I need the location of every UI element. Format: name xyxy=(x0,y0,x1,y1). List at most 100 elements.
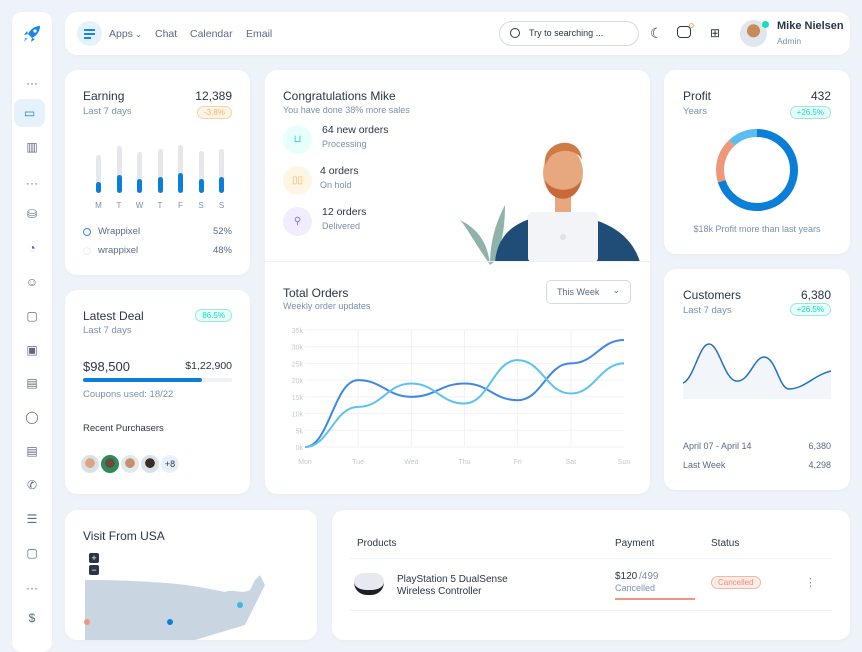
more-purchasers[interactable]: +8 xyxy=(159,453,181,475)
wallet-icon[interactable]: ▣ xyxy=(26,343,38,357)
profit-value: 432 xyxy=(810,89,831,103)
deal-subtitle: Last 7 days xyxy=(83,325,132,336)
customers-row-value: 4,298 xyxy=(808,460,831,470)
nav-chat[interactable]: Chat xyxy=(155,28,178,40)
x-tick-label: Mon xyxy=(298,459,312,466)
purchaser-avatar[interactable] xyxy=(139,453,161,475)
note-icon[interactable]: ▤ xyxy=(26,444,38,458)
map-zoom-in-button[interactable]: + xyxy=(89,553,99,563)
bar-fill[interactable] xyxy=(198,178,204,193)
week-filter-select[interactable]: This Week ⌄ xyxy=(546,280,631,304)
order-summary-status: Delivered xyxy=(322,221,361,231)
y-tick-label: 30k xyxy=(292,345,304,352)
order-summary-status: Processing xyxy=(322,139,367,149)
apps-grid-icon[interactable]: ⊞ xyxy=(710,26,721,40)
profit-caption: $18k Profit more than last years xyxy=(693,224,821,234)
orders-title: Total Orders xyxy=(283,286,349,300)
bar-fill[interactable] xyxy=(96,182,101,193)
congrats-subtitle: You have done 38% more sales xyxy=(283,105,410,115)
bar-fill[interactable] xyxy=(116,174,122,193)
nav-apps-label: Apps xyxy=(109,28,133,40)
legend-label: wrappixel xyxy=(98,245,139,256)
x-tick-label: Tue xyxy=(352,459,364,466)
monitor-icon[interactable]: ▭ xyxy=(14,99,45,127)
table-row: PlayStation 5 DualSense Wireless Control… xyxy=(332,559,850,611)
customers-row-label: Last Week xyxy=(683,460,726,470)
deal-title: Latest Deal xyxy=(83,309,144,323)
x-tick-label: Fri xyxy=(514,459,523,466)
more-options-icon[interactable]: ⋮ xyxy=(805,577,816,589)
profit-card: Profit Years 432 +26.5% $18k Profit more… xyxy=(664,70,850,254)
x-tick-label: Sat xyxy=(566,459,577,466)
y-tick-label: 25k xyxy=(292,361,304,368)
nav-email[interactable]: Email xyxy=(246,28,273,40)
search-input[interactable]: Try to searching ... xyxy=(499,21,639,46)
purchaser-avatar[interactable] xyxy=(79,453,101,475)
product-name-line2: Wireless Controller xyxy=(397,586,482,597)
deal-progress-bar xyxy=(83,378,232,382)
usa-map[interactable] xyxy=(65,510,317,640)
legend-value: 48% xyxy=(212,245,232,256)
donut-segment[interactable] xyxy=(716,129,798,211)
earning-value: 12,389 xyxy=(195,89,232,103)
day-label: S xyxy=(218,201,225,210)
product-name[interactable]: PlayStation 5 DualSense xyxy=(397,574,508,585)
y-tick-label: 35k xyxy=(292,328,304,335)
rocket-logo-icon[interactable] xyxy=(22,24,42,44)
day-label: F xyxy=(178,201,183,210)
map-zoom-out-button[interactable]: − xyxy=(89,565,99,575)
total-orders-line-chart: 0k 5k 10k 15k 20k 25k 30k 35k Mon Tue Wed Thu Fri Sat… xyxy=(292,328,631,466)
user-name: Mike Nielsen xyxy=(777,20,844,32)
search-icon xyxy=(510,28,520,38)
menu-toggle-button[interactable] xyxy=(77,21,102,46)
col-header-payment: Payment xyxy=(615,538,655,549)
dots-icon: ··· xyxy=(26,176,38,190)
pie-icon[interactable]: ◔ xyxy=(28,241,36,255)
day-label: T xyxy=(157,201,163,210)
nav-apps[interactable]: Apps ⌄ xyxy=(109,28,142,40)
products-card: Products Payment Status PlayStation 5 Du… xyxy=(332,510,850,640)
week-filter-value: This Week xyxy=(557,287,600,297)
congrats-title: Congratulations Mike xyxy=(283,89,396,103)
series-line-1[interactable] xyxy=(304,339,625,448)
payment-total: /499 xyxy=(639,571,659,582)
dollar-icon[interactable]: $ xyxy=(28,611,36,625)
moon-icon[interactable]: ☾ xyxy=(650,25,663,41)
y-tick-label: 15k xyxy=(292,395,304,402)
purchaser-avatar[interactable] xyxy=(119,453,141,475)
online-status-dot xyxy=(762,21,769,28)
chart-bar-icon[interactable]: ▥ xyxy=(26,140,38,154)
bar-fill[interactable] xyxy=(137,178,142,193)
user-circle-icon[interactable]: ☺ xyxy=(25,275,39,289)
pause-icon: ▯▯ xyxy=(283,166,312,195)
message-icon[interactable]: ◯ xyxy=(25,410,39,424)
customers-card: Customers Last 7 days 6,380 +26.5% April… xyxy=(664,269,850,490)
legend-label: Wrappixel xyxy=(98,226,141,237)
bar-fill[interactable] xyxy=(219,176,224,193)
bar-fill[interactable] xyxy=(157,176,163,193)
list-icon[interactable]: ☰ xyxy=(26,512,38,526)
database-icon[interactable]: ⛁ xyxy=(26,207,38,221)
donut-segment[interactable] xyxy=(716,129,798,211)
customers-value: 6,380 xyxy=(800,288,831,302)
profit-subtitle: Years xyxy=(683,106,707,117)
illustration-person xyxy=(490,135,650,262)
notification-dot xyxy=(689,23,694,28)
phone-icon[interactable]: ✆ xyxy=(26,478,38,492)
bar-track xyxy=(116,146,122,193)
payment-paid: $120 xyxy=(615,571,638,582)
purchaser-avatar[interactable] xyxy=(99,453,121,475)
box-icon[interactable]: ▢ xyxy=(26,309,38,323)
series-line-2[interactable] xyxy=(304,359,625,448)
y-tick-label: 5k xyxy=(296,428,304,435)
bar-fill[interactable] xyxy=(178,172,183,193)
layout-icon[interactable]: ▤ xyxy=(26,376,38,390)
bar-track xyxy=(137,152,142,193)
earning-badge: -3.8% xyxy=(197,106,232,119)
message-icon[interactable] xyxy=(677,26,691,38)
nav-calendar[interactable]: Calendar xyxy=(190,28,233,40)
order-summary-title: 64 new orders xyxy=(322,124,389,136)
legend-value: 52% xyxy=(212,226,232,237)
file-icon[interactable]: ▢ xyxy=(26,546,38,560)
profit-donut-chart xyxy=(716,129,798,211)
